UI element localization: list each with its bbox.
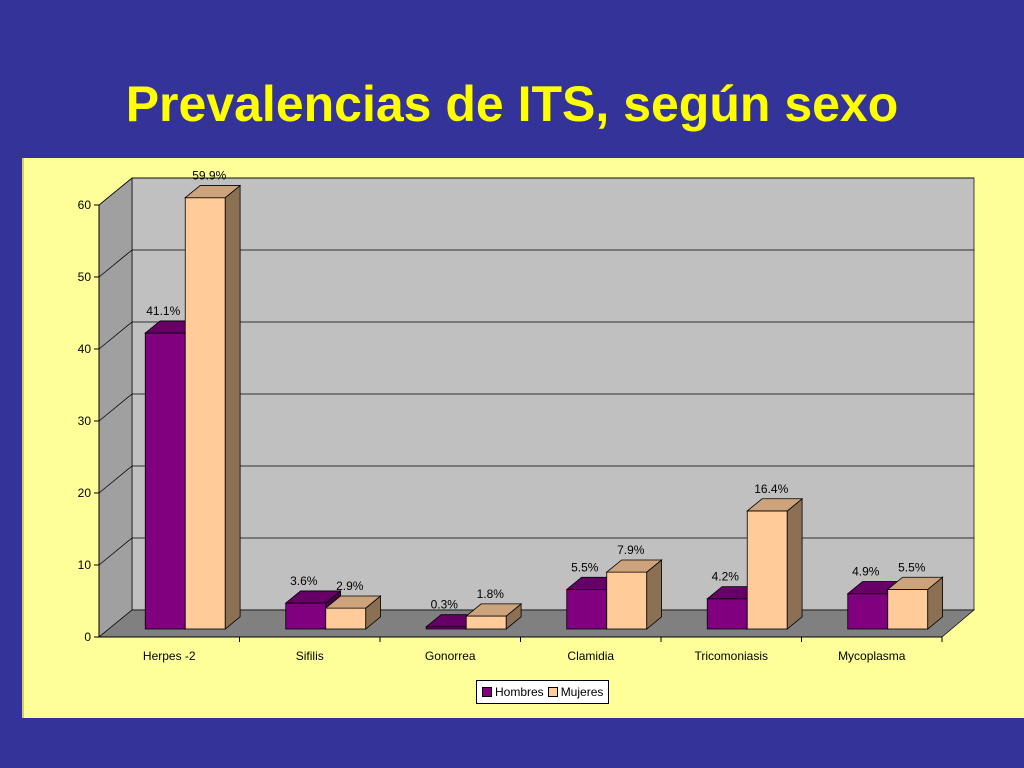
data-label-hombres: 4.9% <box>852 565 880 579</box>
chart-gridline-side <box>98 465 133 494</box>
bar-mujeres-side <box>786 497 803 630</box>
data-label-mujeres: 1.8% <box>477 587 505 601</box>
bar-mujeres-top <box>605 559 663 573</box>
bar-mujeres-top <box>746 498 804 512</box>
data-label-hombres: 4.2% <box>712 570 740 584</box>
data-label-mujeres: 2.9% <box>336 579 364 593</box>
chart-svg: 0 10 20 30 40 50 60 Herpes -2 41.1% 59.9% Sifilis 3… <box>78 169 975 663</box>
x-tick-label: Mycoplasma <box>838 649 906 663</box>
bar-hombres-front <box>706 598 748 630</box>
x-tick-label: Herpes -2 <box>143 649 196 663</box>
bar-mujeres-front <box>465 615 507 630</box>
y-tick-label: 50 <box>78 270 92 284</box>
data-label-mujeres: 16.4% <box>754 482 788 496</box>
slide-title: Prevalencias de ITS, según sexo <box>125 76 899 132</box>
x-tick-label: Clamidia <box>567 649 614 663</box>
y-tick-label: 30 <box>78 414 92 428</box>
chart-gridline-side <box>98 249 133 278</box>
data-label-hombres: 0.3% <box>431 598 459 612</box>
legend-item-mujeres: Mujeres <box>547 685 604 699</box>
x-tick-label: Tricomoniasis <box>694 649 768 663</box>
bar-mujeres-front <box>606 571 648 630</box>
x-tick-label: Sifilis <box>296 649 324 663</box>
chart-panel: 0 10 20 30 40 50 60 Herpes -2 41.1% 59.9% Sifilis 3… <box>22 158 1024 718</box>
legend-swatch-hombres <box>482 687 492 697</box>
chart-gridline-side <box>98 321 133 350</box>
data-label-mujeres: 5.5% <box>898 560 926 574</box>
data-label-mujeres: 7.9% <box>617 543 645 557</box>
y-tick-label: 60 <box>78 198 92 212</box>
bar-hombres-front <box>847 593 889 630</box>
bar-mujeres-front <box>746 510 788 630</box>
bar-mujeres-top <box>184 185 242 199</box>
chart-gridline-side <box>98 177 133 206</box>
bar-mujeres-top <box>465 603 523 617</box>
bar-mujeres-front <box>887 588 929 630</box>
data-label-hombres: 41.1% <box>146 304 180 318</box>
chart-gridline-side <box>98 537 133 566</box>
legend-label-hombres: Hombres <box>495 685 544 699</box>
data-label-mujeres: 59.9% <box>192 169 226 183</box>
y-tick-label: 10 <box>78 558 92 572</box>
bar-mujeres-front <box>325 607 367 630</box>
y-tick-label: 40 <box>78 342 92 356</box>
bar-mujeres-top <box>886 576 944 590</box>
chart-gridline-side <box>98 393 133 422</box>
legend-item-hombres: Hombres <box>482 685 544 699</box>
bar-hombres-front <box>144 332 186 630</box>
bar-mujeres-top <box>324 595 382 609</box>
bar-hombres-front <box>566 588 608 630</box>
bar-mujeres-side <box>224 184 241 630</box>
data-label-hombres: 5.5% <box>571 560 599 574</box>
chart-legend: Hombres Mujeres <box>476 680 610 704</box>
bar-mujeres-front <box>184 197 226 630</box>
y-tick-label: 20 <box>78 486 92 500</box>
data-label-hombres: 3.6% <box>290 574 318 588</box>
x-tick-label: Gonorrea <box>425 649 476 663</box>
y-tick-label: 0 <box>84 630 91 644</box>
bar-hombres-top <box>284 590 342 604</box>
legend-label-mujeres: Mujeres <box>560 685 604 699</box>
legend-swatch-mujeres <box>547 687 558 697</box>
bar-hombres-front <box>285 602 327 630</box>
